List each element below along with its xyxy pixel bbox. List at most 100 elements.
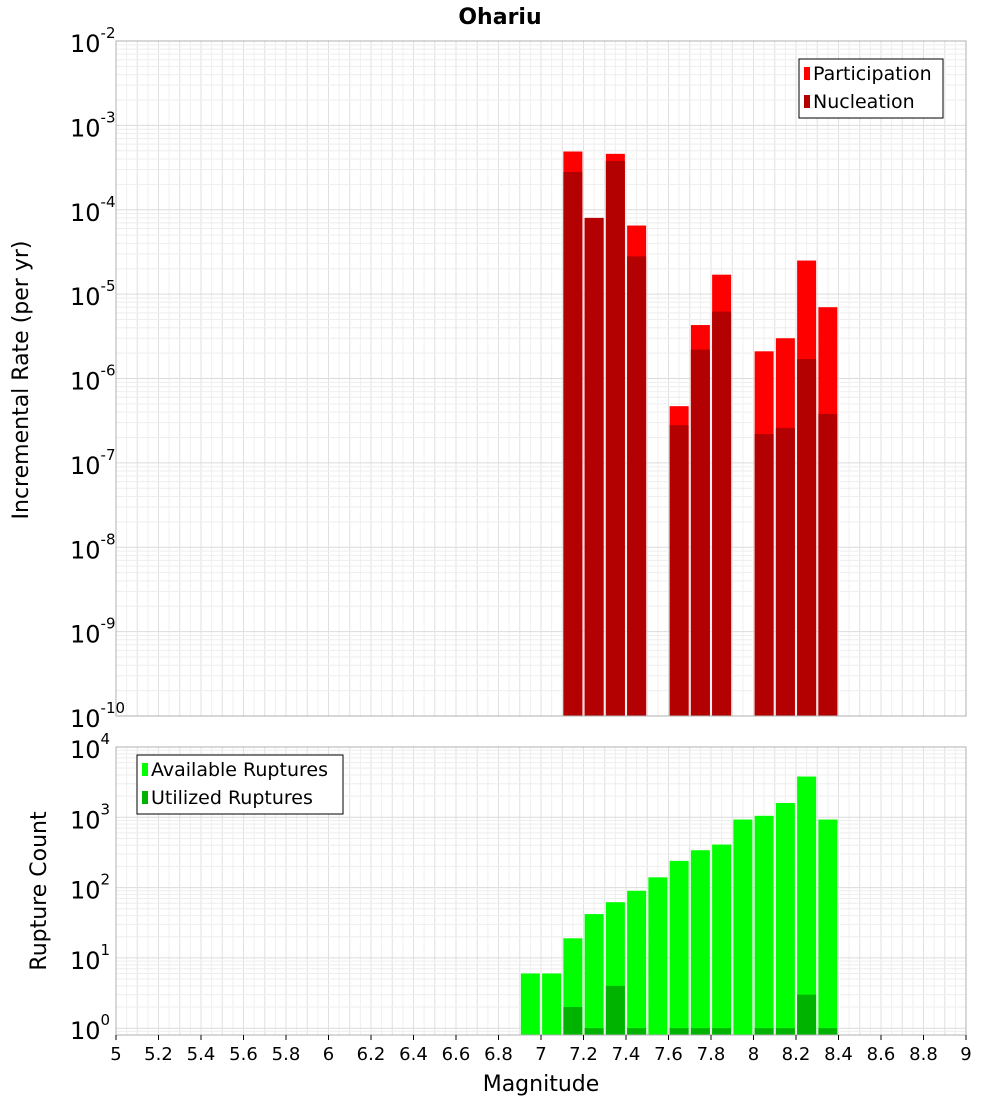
count-bar-available-ruptures [669, 860, 689, 1035]
legend-swatch [142, 763, 148, 776]
count-bar-available-ruptures [775, 802, 795, 1035]
rate-y-tick-label: 10-8 [70, 530, 116, 564]
rate-y-tick-label: 10-4 [70, 193, 116, 227]
x-tick-label: 6 [323, 1044, 334, 1065]
x-axis-ticks: 5 5.2 5.4 5.6 5.8 6 6.2 6.4 6.6 6.8 7 7.2 7.4 7.6 7.8 8… [110, 1035, 972, 1065]
x-tick-label: 8.4 [824, 1044, 853, 1065]
count-bar-available-ruptures [520, 973, 540, 1035]
count-y-tick-label: 100 [70, 1011, 110, 1045]
count-bar-utilized-ruptures [775, 1028, 795, 1035]
rate-y-ticks: 10-210-310-410-510-610-710-810-910-10 [70, 24, 125, 733]
tick-base: 10 [70, 736, 101, 764]
count-bar-available-ruptures [818, 819, 838, 1035]
rate-y-tick-label: 10-9 [70, 615, 116, 649]
legend-swatch [142, 791, 148, 804]
tick-base: 10 [70, 283, 101, 311]
tick-exponent: 1 [101, 941, 111, 959]
count-bar-utilized-ruptures [797, 994, 817, 1035]
count-legend-box [136, 754, 344, 815]
chart-title: Ohariu [458, 5, 541, 30]
rate-bar-nucleation [754, 433, 774, 716]
count-bar-available-ruptures [712, 844, 732, 1035]
count-bar-utilized-ruptures [818, 1028, 838, 1035]
count-bar-utilized-ruptures [690, 1028, 710, 1035]
rate-bar-nucleation [605, 160, 625, 717]
count-bar-available-ruptures [733, 819, 753, 1035]
count-bar-available-ruptures [542, 973, 562, 1035]
tick-exponent: -9 [101, 615, 116, 633]
rate-bar-nucleation [563, 172, 583, 716]
count-y-tick-label: 104 [70, 730, 110, 764]
legend-entry: Utilized Ruptures [151, 787, 313, 809]
x-tick-label: 6.8 [484, 1044, 513, 1065]
count-bar-available-ruptures [797, 776, 817, 1035]
count-bar-utilized-ruptures [669, 1028, 689, 1035]
count-grid [115, 747, 967, 1036]
rate-legend-box [798, 58, 944, 119]
x-tick-label: 5 [110, 1044, 121, 1065]
x-tick-label: 7.8 [697, 1044, 726, 1065]
tick-exponent: -2 [101, 24, 116, 42]
tick-base: 10 [70, 452, 101, 480]
tick-exponent: 2 [101, 871, 111, 889]
x-tick-label: 5.8 [272, 1044, 301, 1065]
rate-y-tick-label: 10-3 [70, 108, 116, 142]
legend-swatch [804, 67, 810, 80]
x-tick-label: 7.6 [654, 1044, 683, 1065]
x-tick-label: 8 [748, 1044, 759, 1065]
tick-base: 10 [70, 705, 101, 733]
rate-bar-nucleation [690, 349, 710, 716]
x-tick-label: 6.2 [357, 1044, 386, 1065]
x-tick-label: 9 [960, 1044, 971, 1065]
tick-base: 10 [70, 1017, 101, 1045]
count-bars [520, 776, 838, 1035]
count-bar-utilized-ruptures [563, 1007, 583, 1035]
tick-base: 10 [70, 368, 101, 396]
tick-exponent: -7 [101, 446, 116, 464]
count-y-tick-label: 102 [70, 871, 110, 905]
count-bar-utilized-ruptures [754, 1028, 774, 1035]
rate-y-tick-label: 10-5 [70, 277, 116, 311]
x-tick-label: 5.6 [229, 1044, 258, 1065]
rate-bar-nucleation [669, 425, 689, 716]
rate-bar-nucleation [775, 427, 795, 716]
tick-base: 10 [70, 947, 101, 975]
tick-exponent: -4 [101, 193, 116, 211]
legend-entry: Participation [813, 63, 932, 85]
count-bar-utilized-ruptures [584, 1028, 604, 1035]
tick-base: 10 [70, 199, 101, 227]
x-tick-label: 7.4 [612, 1044, 641, 1065]
rate-bar-nucleation [818, 413, 838, 716]
count-legend: Available Ruptures Utilized Ruptures [136, 754, 344, 815]
rate-bar-nucleation [712, 311, 732, 716]
tick-exponent: -10 [101, 699, 126, 717]
legend-swatch [804, 95, 810, 108]
tick-base: 10 [70, 806, 101, 834]
x-tick-label: 7 [535, 1044, 546, 1065]
rate-y-tick-label: 10-6 [70, 362, 116, 396]
x-tick-label: 6.6 [442, 1044, 471, 1065]
count-y-tick-label: 101 [70, 941, 110, 975]
x-tick-label: 8.6 [867, 1044, 896, 1065]
count-y-axis-label: Rupture Count [27, 811, 52, 971]
tick-base: 10 [70, 114, 101, 142]
legend-entry: Available Ruptures [151, 759, 328, 781]
rate-y-tick-label: 10-2 [70, 24, 116, 58]
tick-base: 10 [70, 877, 101, 905]
x-tick-label: 7.2 [569, 1044, 598, 1065]
x-axis-label: Magnitude [483, 1072, 600, 1097]
tick-exponent: -6 [101, 362, 116, 380]
tick-exponent: 3 [101, 800, 111, 818]
rate-y-axis-label: Incremental Rate (per yr) [9, 241, 34, 520]
count-bar-available-ruptures [690, 850, 710, 1035]
count-bar-available-ruptures [627, 890, 647, 1035]
rate-y-tick-label: 10-7 [70, 446, 116, 480]
count-bar-available-ruptures [648, 877, 668, 1035]
tick-base: 10 [70, 536, 101, 564]
count-bar-utilized-ruptures [712, 1028, 732, 1035]
count-bar-available-ruptures [584, 914, 604, 1035]
rate-bar-nucleation [627, 256, 647, 716]
